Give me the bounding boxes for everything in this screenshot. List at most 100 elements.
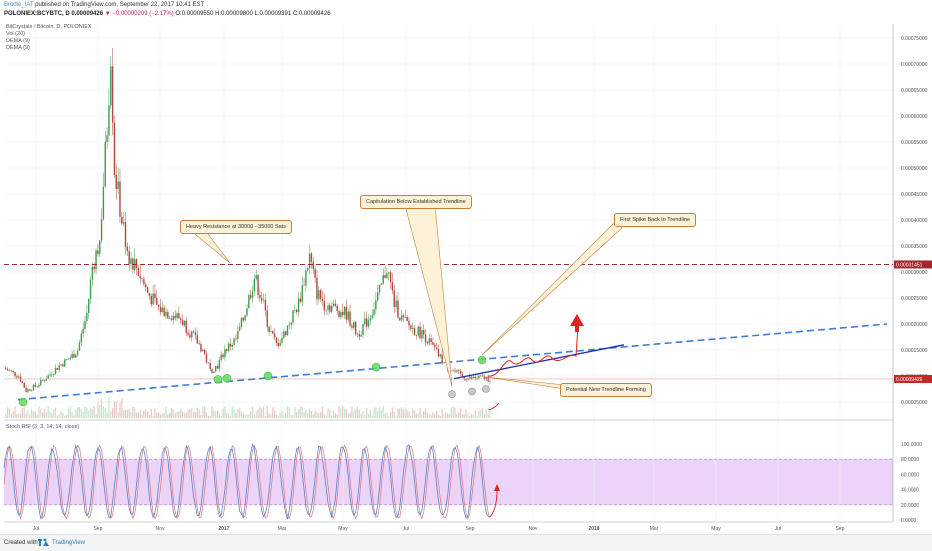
candle-body bbox=[272, 331, 274, 334]
volume-bar bbox=[229, 415, 232, 418]
volume-bar bbox=[458, 412, 460, 418]
volume-bar bbox=[450, 407, 452, 418]
candle-body bbox=[340, 311, 342, 317]
candle-body bbox=[399, 317, 401, 321]
volume-bar bbox=[388, 415, 390, 418]
candle-body bbox=[56, 367, 59, 370]
volume-bar bbox=[266, 406, 268, 418]
footer-brand[interactable]: TradingView bbox=[52, 540, 86, 546]
candle-body bbox=[154, 293, 156, 299]
candle-body bbox=[222, 354, 224, 358]
candle-body bbox=[257, 275, 259, 295]
candle-body bbox=[406, 316, 408, 321]
candle-body bbox=[237, 330, 239, 339]
candle-body bbox=[189, 334, 191, 338]
candle-body bbox=[371, 315, 373, 319]
candle-body bbox=[353, 321, 355, 328]
volume-bar bbox=[380, 410, 382, 418]
last-price-label: 0.00009426 bbox=[896, 377, 923, 383]
volume-bar bbox=[42, 412, 44, 418]
candle-body bbox=[49, 374, 51, 376]
candle-body bbox=[122, 222, 125, 224]
chart-canvas[interactable]: 0.00075000 0.00070000 0.00065000 0.00060000… bbox=[0, 0, 932, 534]
callout-new-trendline[interactable]: Potential New Trendline Forming bbox=[560, 383, 652, 397]
candle-body bbox=[235, 338, 237, 340]
candle-body bbox=[143, 279, 145, 285]
volume-bar bbox=[419, 407, 421, 418]
candle-body bbox=[303, 285, 305, 286]
volume-bar bbox=[248, 414, 250, 418]
volume-bar bbox=[413, 410, 416, 418]
volume-bar bbox=[404, 408, 406, 418]
legend-dema-2[interactable]: DEMA (9) bbox=[6, 45, 30, 51]
volume-bar bbox=[358, 409, 360, 418]
volume-bar bbox=[454, 407, 456, 418]
author-link[interactable]: Brodie_IAT bbox=[4, 2, 34, 8]
volume-bar bbox=[364, 415, 366, 418]
candle-body bbox=[296, 309, 298, 312]
volume-bar bbox=[119, 402, 121, 418]
volume-bar bbox=[51, 413, 53, 418]
volume-bar bbox=[482, 407, 484, 418]
volume-bar bbox=[73, 415, 75, 418]
volume-bar bbox=[485, 408, 487, 418]
volume-bar bbox=[320, 411, 322, 418]
time-tick-label: Mar bbox=[650, 526, 659, 532]
candle-body bbox=[310, 253, 313, 262]
stoch-d-line bbox=[3, 444, 491, 520]
time-tick-label: May bbox=[338, 526, 348, 532]
callout-pointer-first-spike bbox=[481, 221, 623, 356]
volume-bar bbox=[412, 407, 414, 418]
volume-bar bbox=[135, 412, 138, 418]
candle-body bbox=[130, 258, 132, 265]
candle-body bbox=[314, 269, 316, 278]
callout-resistance[interactable]: Heavy Resistance at 30000 - 35000 Sats bbox=[180, 220, 292, 234]
volume-bar bbox=[272, 407, 274, 418]
candle-body bbox=[377, 292, 379, 301]
candle-body bbox=[244, 315, 246, 321]
volume-bar bbox=[115, 401, 117, 418]
candle-body bbox=[261, 297, 263, 301]
candle-body bbox=[126, 246, 129, 251]
volume-bar bbox=[362, 411, 364, 418]
time-tick-label: 2017 bbox=[218, 526, 229, 532]
candle-body bbox=[60, 364, 62, 366]
volume-bar bbox=[163, 413, 165, 418]
callout-first-spike[interactable]: First Spike Back to Trendline bbox=[614, 213, 697, 227]
candle-body bbox=[297, 298, 300, 312]
volume-bar bbox=[93, 406, 95, 418]
candle-body bbox=[391, 282, 394, 291]
volume-bar bbox=[29, 415, 31, 418]
candle-body bbox=[36, 386, 38, 388]
candle-body bbox=[168, 318, 171, 320]
stoch-tick-label: 60.0000 bbox=[901, 472, 919, 478]
candle-body bbox=[319, 290, 322, 299]
volume-bar bbox=[10, 413, 12, 418]
volume-bar bbox=[474, 409, 476, 418]
volume-bar bbox=[170, 407, 173, 418]
candle-body bbox=[275, 337, 278, 344]
callout-capitulation[interactable]: Capitulation Below Established Trendline bbox=[360, 195, 472, 209]
candle-body bbox=[365, 318, 368, 327]
candle-body bbox=[161, 307, 164, 313]
legend-vol[interactable]: Vol (20) bbox=[6, 31, 25, 37]
volume-bar bbox=[401, 407, 403, 418]
legend-dema-1[interactable]: DEMA (9) bbox=[6, 38, 30, 44]
price-tick-label: 0.00075000 bbox=[901, 36, 928, 42]
legend-stoch-rsi[interactable]: Stoch RSI (3, 3, 14, 14, close) bbox=[6, 424, 80, 430]
price-tick-label: 0.00030000 bbox=[901, 270, 928, 276]
candle-body bbox=[423, 330, 425, 335]
candle-body bbox=[8, 370, 11, 372]
price-tick-label: 0.00055000 bbox=[901, 140, 928, 146]
volume-bar bbox=[108, 397, 110, 418]
candle-body bbox=[413, 328, 416, 336]
candle-body bbox=[213, 371, 215, 373]
candle-body bbox=[262, 299, 265, 301]
candle-body bbox=[69, 358, 71, 360]
volume-bar bbox=[106, 412, 108, 418]
candle-body bbox=[338, 311, 340, 317]
stoch-arrow-head bbox=[494, 484, 500, 491]
candle-body bbox=[478, 375, 480, 378]
trendline-marker bbox=[213, 375, 223, 384]
candle-body bbox=[469, 376, 471, 379]
